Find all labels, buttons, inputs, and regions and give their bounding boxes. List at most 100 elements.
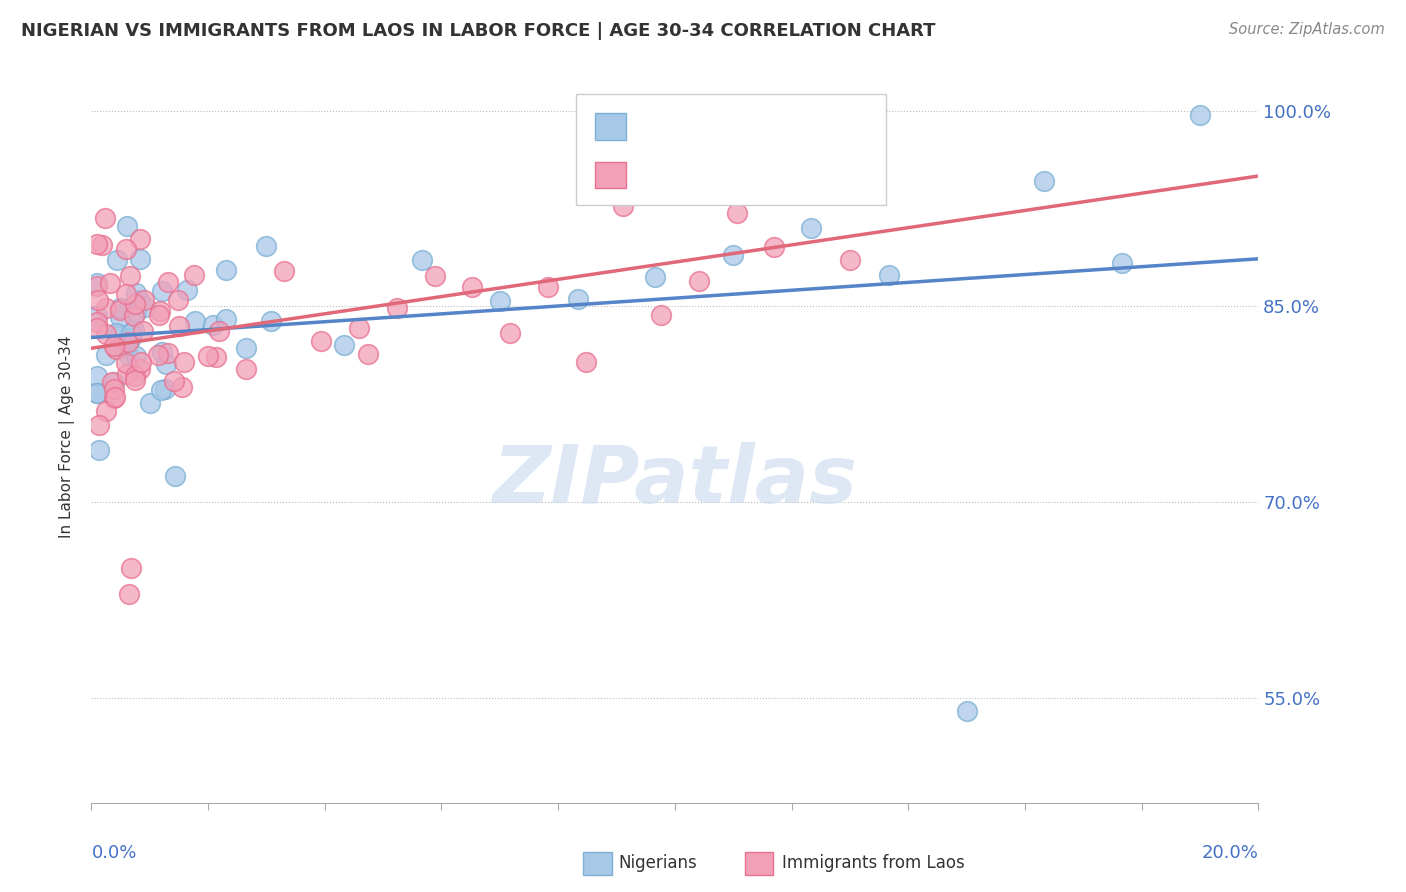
Text: R =: R =: [634, 166, 676, 185]
Point: [86, 321, 108, 335]
Point: [423, 268, 446, 283]
Point: [108, 301, 131, 315]
Point: [129, 354, 152, 368]
Point: [134, 300, 156, 314]
Point: [117, 334, 139, 349]
Point: [956, 705, 979, 719]
Point: [650, 308, 672, 322]
Point: [801, 112, 824, 127]
Point: [114, 339, 136, 353]
Point: [235, 361, 257, 376]
Point: [120, 326, 142, 340]
Point: [101, 375, 124, 389]
Point: [153, 382, 176, 396]
Point: [115, 367, 138, 381]
Point: [120, 560, 142, 574]
Point: [117, 349, 139, 363]
Point: [90, 237, 112, 252]
Text: 0.276: 0.276: [675, 118, 737, 136]
Point: [273, 264, 295, 278]
Point: [124, 373, 146, 387]
Point: [94, 211, 117, 226]
Point: [115, 219, 138, 233]
Point: [86, 386, 108, 401]
Point: [167, 293, 190, 307]
Point: [86, 309, 108, 323]
Point: [208, 324, 231, 338]
Point: [163, 469, 186, 483]
Point: [108, 302, 131, 317]
Point: [105, 326, 128, 340]
Point: [149, 383, 172, 397]
Point: [87, 417, 110, 432]
Point: [723, 248, 745, 262]
Point: [110, 310, 132, 325]
Point: [128, 293, 150, 307]
Point: [149, 303, 172, 318]
Point: [155, 357, 177, 371]
Point: [612, 199, 634, 213]
Point: [347, 320, 370, 334]
Point: [575, 355, 598, 369]
Point: [86, 369, 108, 384]
Point: [103, 375, 125, 389]
Point: [1189, 108, 1212, 122]
Point: [1033, 174, 1056, 188]
Point: [118, 587, 141, 601]
Point: [114, 287, 136, 301]
Text: Nigerians: Nigerians: [619, 855, 697, 872]
Point: [411, 253, 433, 268]
Point: [877, 268, 900, 282]
Point: [461, 280, 484, 294]
Point: [128, 362, 150, 376]
Text: R =: R =: [634, 118, 676, 136]
Text: NIGERIAN VS IMMIGRANTS FROM LAOS IN LABOR FORCE | AGE 30-34 CORRELATION CHART: NIGERIAN VS IMMIGRANTS FROM LAOS IN LABO…: [21, 22, 935, 40]
Point: [260, 314, 283, 328]
Point: [499, 326, 522, 340]
Text: 0.404: 0.404: [675, 166, 737, 185]
Point: [167, 319, 190, 334]
Point: [197, 349, 219, 363]
Point: [117, 301, 139, 315]
Point: [86, 279, 108, 293]
Point: [725, 206, 748, 220]
Point: [1111, 256, 1133, 270]
Point: [235, 342, 257, 356]
Point: [215, 312, 238, 326]
Point: [157, 275, 180, 289]
Point: [184, 313, 207, 327]
Point: [124, 296, 146, 310]
Point: [122, 310, 145, 324]
Point: [357, 347, 380, 361]
Point: [115, 356, 138, 370]
Point: [104, 342, 127, 356]
Text: ZIPatlas: ZIPatlas: [492, 442, 858, 520]
Point: [98, 276, 121, 290]
Point: [120, 331, 142, 345]
Point: [567, 293, 589, 307]
Point: [150, 344, 173, 359]
Point: [333, 338, 356, 352]
Point: [205, 350, 228, 364]
Point: [385, 301, 408, 315]
Point: [124, 349, 146, 363]
Point: [134, 293, 156, 307]
Point: [103, 391, 125, 405]
Point: [172, 380, 194, 394]
Point: [125, 285, 148, 300]
Point: [120, 268, 142, 283]
Point: [124, 368, 146, 383]
Point: [86, 385, 108, 400]
Y-axis label: In Labor Force | Age 30-34: In Labor Force | Age 30-34: [59, 335, 75, 539]
Point: [104, 390, 127, 404]
Text: Source: ZipAtlas.com: Source: ZipAtlas.com: [1229, 22, 1385, 37]
Point: [148, 348, 170, 362]
Point: [800, 221, 823, 235]
Point: [124, 323, 146, 337]
Point: [94, 404, 117, 418]
Point: [183, 268, 205, 283]
Text: N =: N =: [745, 166, 789, 185]
Point: [489, 293, 512, 308]
Point: [148, 309, 170, 323]
Point: [125, 304, 148, 318]
